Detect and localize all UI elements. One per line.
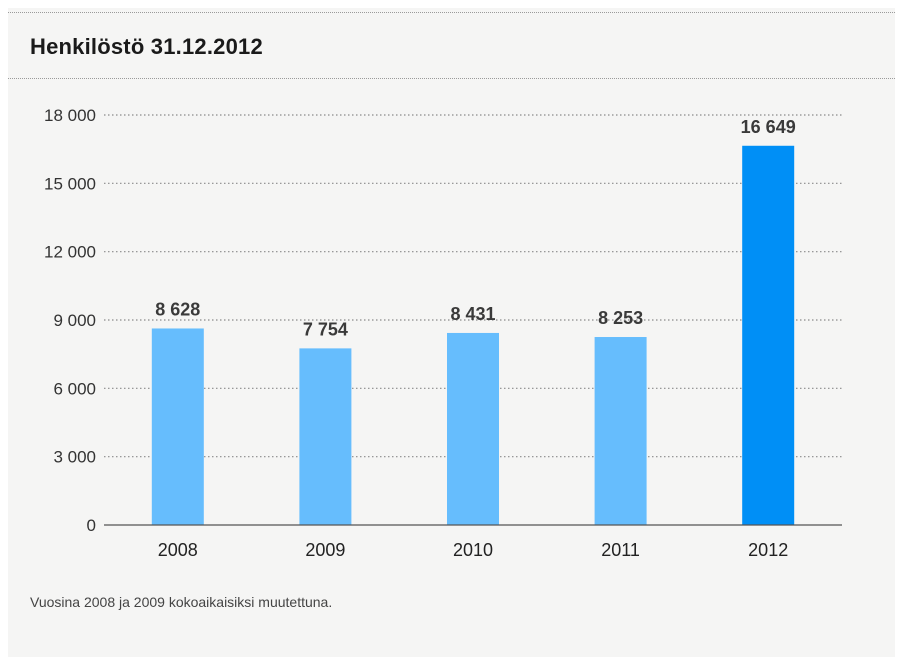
x-tick-label: 2011 [601,540,640,560]
data-label: 8 431 [450,304,495,324]
title-divider [8,78,895,79]
top-divider [8,12,895,13]
chart-title: Henkilöstö 31.12.2012 [30,34,263,59]
y-tick-label: 9 000 [53,311,96,330]
y-tick-label: 15 000 [44,174,96,193]
data-label: 16 649 [741,117,796,137]
data-label: 8 253 [598,308,643,328]
bar-2008 [151,328,204,525]
data-label: 7 754 [303,319,348,339]
y-tick-label: 3 000 [53,448,96,467]
bars [151,145,795,526]
x-tick-label: 2008 [158,540,198,560]
data-labels: 8 628 7 754 8 431 8 253 16 649 [155,117,795,340]
bar-2010 [447,332,499,525]
bar-2011 [594,337,647,525]
y-tick-label: 0 [87,516,96,535]
bar-chart: 0 3 000 6 000 9 000 12 000 15 000 18 000 8 628… [44,106,842,560]
x-tick-label: 2009 [305,540,345,560]
data-label: 8 628 [155,299,200,319]
x-tick-label: 2012 [748,540,788,560]
y-axis-ticks: 0 3 000 6 000 9 000 12 000 15 000 18 000 [44,106,96,535]
bar-2009 [299,348,352,525]
y-tick-label: 6 000 [53,379,96,398]
y-tick-label: 18 000 [44,106,96,125]
bar-2012 [742,145,795,526]
footnote: Vuosina 2008 ja 2009 kokoaikaisiksi muut… [30,594,333,610]
y-tick-label: 12 000 [44,243,96,262]
x-axis-ticks: 2008 2009 2010 2011 2012 [158,540,788,560]
x-tick-label: 2010 [453,540,493,560]
